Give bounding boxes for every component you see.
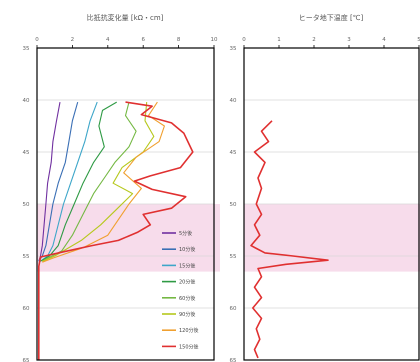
legend-label: 60分後 [179, 295, 195, 302]
series-line [250, 120, 329, 359]
y-tick-label: 60 [23, 306, 30, 312]
series-line [40, 101, 98, 262]
y-tick-label: 65 [230, 358, 237, 362]
chart-title: 比抵抗変化量 [kΩ・cm] [87, 13, 164, 22]
y-tick-label: 40 [230, 98, 237, 104]
y-tick-label: 40 [23, 98, 30, 104]
chart-title: ヒータ地下温度 [℃] [299, 13, 364, 22]
y-tick-label: 65 [23, 358, 30, 362]
highlight-band [244, 204, 420, 272]
legend-label: 15分後 [179, 262, 195, 269]
plot-frame [36, 47, 215, 361]
legend-label: 20分後 [179, 279, 195, 286]
plot-frame [243, 47, 420, 361]
x-tick-label: 8 [177, 37, 181, 43]
series-line [40, 101, 117, 262]
series-line [42, 101, 137, 262]
y-tick-label: 50 [230, 202, 237, 208]
x-tick-label: 0 [242, 37, 246, 43]
series-line [38, 101, 79, 262]
x-tick-label: 2 [71, 37, 75, 43]
y-tick-label: 45 [230, 150, 237, 156]
x-tick-label: 2 [312, 37, 316, 43]
y-tick-label: 35 [230, 46, 237, 52]
highlight-band [37, 204, 220, 272]
x-tick-label: 5 [417, 37, 420, 43]
y-tick-label: 55 [230, 254, 237, 260]
series-line [38, 101, 61, 262]
y-tick-label: 50 [23, 202, 30, 208]
x-tick-label: 3 [347, 37, 351, 43]
legend-label: 5分後 [179, 230, 192, 237]
legend: 5分後 10分後 15分後 20分後 60分後 90分後 120分後 150分後 [162, 230, 199, 350]
x-tick-label: 6 [141, 37, 145, 43]
legend-label: 150分後 [179, 343, 199, 350]
legend-label: 10分後 [179, 246, 195, 253]
y-tick-label: 35 [23, 46, 30, 52]
x-tick-label: 4 [106, 37, 110, 43]
x-tick-label: 10 [211, 37, 218, 43]
y-tick-label: 60 [230, 306, 237, 312]
series-line [42, 102, 155, 262]
y-tick-label: 55 [23, 254, 30, 260]
y-tick-label: 45 [23, 150, 30, 156]
x-tick-label: 1 [277, 37, 281, 43]
resistivity-chart: 比抵抗変化量 [kΩ・cm] 0 2 4 6 8 10 35 40 45 50 55 60 65 5分… [23, 13, 220, 362]
x-tick-label: 4 [382, 37, 386, 43]
legend-label: 120分後 [179, 327, 199, 334]
series-line [38, 101, 194, 360]
legend-label: 90分後 [179, 311, 195, 318]
x-tick-label: 0 [35, 37, 39, 43]
